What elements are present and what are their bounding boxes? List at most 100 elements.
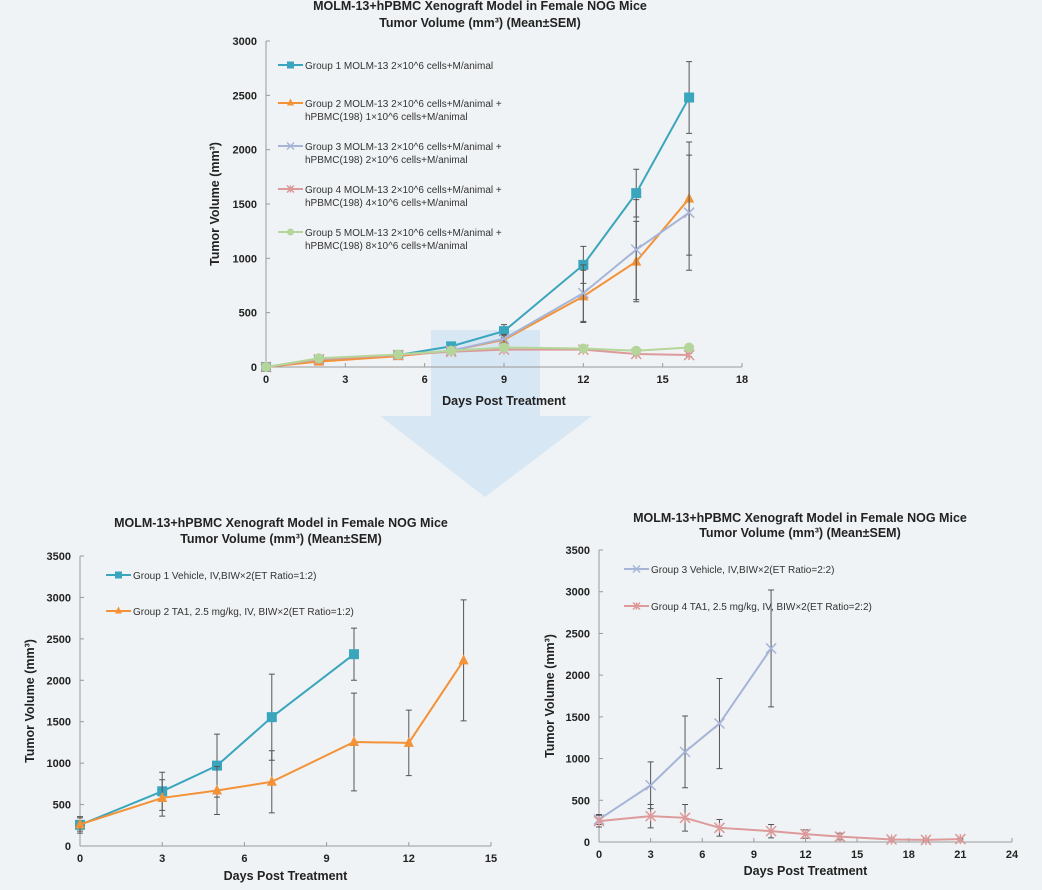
y-axis-label: Tumor Volume (mm³): [23, 639, 37, 763]
marker-circle: [499, 342, 509, 353]
marker-star: [886, 833, 898, 846]
x-tick-label: 24: [1006, 849, 1019, 861]
y-tick-label: 1000: [233, 253, 257, 265]
y-tick-label: 2000: [233, 145, 257, 157]
x-axis-label: Days Post Treatment: [442, 394, 566, 408]
marker-x: [765, 642, 777, 654]
x-tick-label: 12: [403, 853, 415, 865]
marker-circle: [684, 342, 695, 353]
legend-label: hPBMC(198) 2×10^6 cells+M/animal: [305, 155, 468, 166]
marker-triangle: [75, 818, 85, 829]
x-tick-label: 0: [263, 374, 269, 386]
legend-label: Group 4 TA1, 2.5 mg/kg, IV, BIW×2(ET Rat…: [651, 602, 872, 613]
x-tick-label: 3: [159, 853, 165, 865]
marker-star: [765, 825, 777, 837]
x-tick-label: 6: [422, 374, 428, 386]
marker-star: [954, 833, 966, 845]
marker-square: [349, 649, 359, 660]
legend-label: Group 2 TA1, 2.5 mg/kg, IV, BIW×2(ET Rat…: [133, 607, 354, 618]
marker-star: [645, 810, 657, 822]
chart-title: Tumor Volume (mm³) (Mean±SEM): [379, 16, 581, 30]
x-tick-label: 9: [501, 374, 507, 386]
x-tick-label: 15: [485, 853, 497, 865]
legend-label: Group 1 Vehicle, IV,BIW×2(ET Ratio=1:2): [133, 571, 316, 582]
x-tick-label: 9: [324, 853, 330, 865]
x-tick-label: 12: [799, 849, 811, 861]
chart-title: MOLM-13+hPBMC Xenograft Model in Female …: [114, 516, 448, 530]
chart-title: Tumor Volume (mm³) (Mean±SEM): [180, 532, 382, 546]
x-tick-label: 3: [342, 374, 348, 386]
marker-square: [212, 760, 222, 771]
x-tick-label: 21: [954, 849, 966, 861]
y-tick-label: 0: [584, 837, 590, 849]
marker-x: [498, 333, 510, 345]
legend-label: Group 1 MOLM-13 2×10^6 cells+M/animal: [305, 61, 493, 72]
legend-label: Group 4 MOLM-13 2×10^6 cells+M/animal +: [305, 185, 502, 196]
y-tick-label: 2500: [47, 634, 71, 646]
y-tick-label: 1000: [47, 758, 71, 770]
marker-x: [632, 564, 641, 574]
y-tick-label: 2500: [566, 628, 590, 640]
series-line: [265, 346, 690, 368]
x-tick-label: 6: [699, 849, 705, 861]
marker-circle: [578, 343, 589, 354]
marker-square: [115, 571, 122, 579]
legend-label: Group 5 MOLM-13 2×10^6 cells+M/animal +: [305, 228, 502, 239]
marker-circle: [287, 228, 294, 236]
legend-label: Group 3 Vehicle, IV,BIW×2(ET Ratio=2:2): [651, 565, 834, 576]
x-tick-label: 18: [903, 849, 915, 861]
series-2: Group 2 TA1, 2.5 mg/kg, IV, BIW×2(ET Rat…: [75, 599, 469, 832]
y-tick-label: 500: [239, 308, 257, 320]
marker-star: [799, 828, 812, 840]
y-tick-label: 3000: [47, 592, 71, 604]
y-tick-label: 3500: [47, 551, 71, 563]
marker-star: [679, 812, 691, 824]
marker-triangle: [157, 791, 168, 802]
series-2: Group 4 TA1, 2.5 mg/kg, IV, BIW×2(ET Rat…: [593, 601, 966, 846]
x-tick-label: 0: [77, 853, 83, 865]
legend-label: Group 2 MOLM-13 2×10^6 cells+M/animal +: [305, 99, 502, 110]
x-tick-label: 3: [648, 849, 654, 861]
y-tick-label: 3500: [566, 545, 590, 557]
marker-circle: [313, 353, 324, 364]
x-tick-label: 15: [657, 374, 669, 386]
marker-triangle: [266, 775, 277, 786]
marker-x: [645, 779, 657, 791]
y-tick-label: 1500: [566, 712, 590, 724]
y-tick-label: 3000: [233, 36, 257, 48]
marker-x: [286, 141, 295, 151]
marker-triangle: [115, 606, 122, 614]
x-tick-label: 6: [241, 853, 247, 865]
marker-circle: [631, 345, 642, 356]
x-tick-label: 15: [851, 849, 863, 861]
y-tick-label: 500: [572, 795, 590, 807]
marker-triangle: [403, 736, 414, 747]
marker-triangle: [212, 784, 222, 795]
marker-triangle: [349, 736, 359, 747]
marker-star: [920, 834, 932, 846]
marker-square: [287, 61, 294, 69]
x-tick-label: 9: [751, 849, 757, 861]
x-tick-label: 18: [736, 374, 748, 386]
y-tick-label: 1000: [566, 754, 590, 766]
y-tick-label: 0: [251, 362, 257, 374]
marker-x: [577, 287, 589, 299]
series-line: [598, 815, 961, 841]
marker-star: [632, 601, 641, 611]
marker-square: [266, 712, 277, 723]
chart-title: MOLM-13+hPBMC Xenograft Model in Female …: [633, 511, 967, 525]
marker-triangle: [458, 654, 469, 665]
y-tick-label: 2500: [233, 90, 257, 102]
marker-star: [713, 822, 725, 834]
marker-circle: [393, 349, 404, 360]
legend-label: Group 3 MOLM-13 2×10^6 cells+M/animal +: [305, 142, 502, 153]
chart-title: MOLM-13+hPBMC Xenograft Model in Female …: [313, 0, 647, 13]
marker-square: [684, 92, 695, 103]
series-5: Group 5 MOLM-13 2×10^6 cells+M/animal + h…: [261, 228, 695, 372]
y-tick-label: 500: [53, 800, 71, 812]
marker-star: [593, 815, 605, 827]
marker-x: [683, 207, 695, 219]
legend-label: hPBMC(198) 1×10^6 cells+M/animal: [305, 112, 468, 123]
marker-circle: [446, 345, 457, 356]
